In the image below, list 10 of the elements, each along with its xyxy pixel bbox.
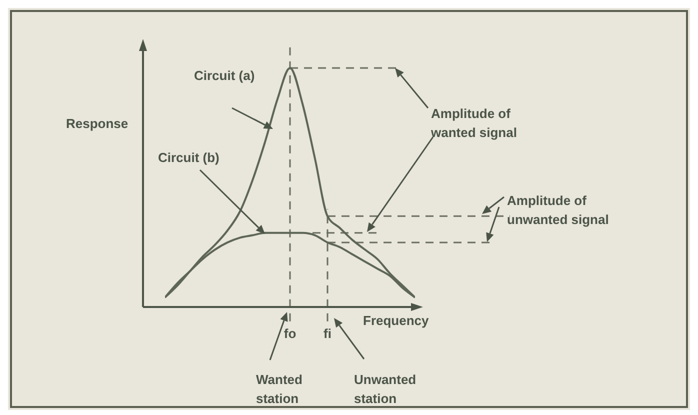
text: Amplitude of unwanted signal [507, 192, 610, 229]
text: Circuit (b) [158, 150, 220, 165]
x-axis-title: Frequency [363, 313, 429, 328]
text: Amplitude of wanted signal [431, 105, 518, 142]
text: Circuit (a) [194, 68, 255, 83]
y-axis-title: Response [66, 116, 128, 131]
text: Wanted station [256, 371, 304, 408]
text: Unwanted station [354, 371, 418, 408]
x-tick-label: fi [324, 326, 332, 342]
x-tick-label: fo [284, 326, 296, 342]
